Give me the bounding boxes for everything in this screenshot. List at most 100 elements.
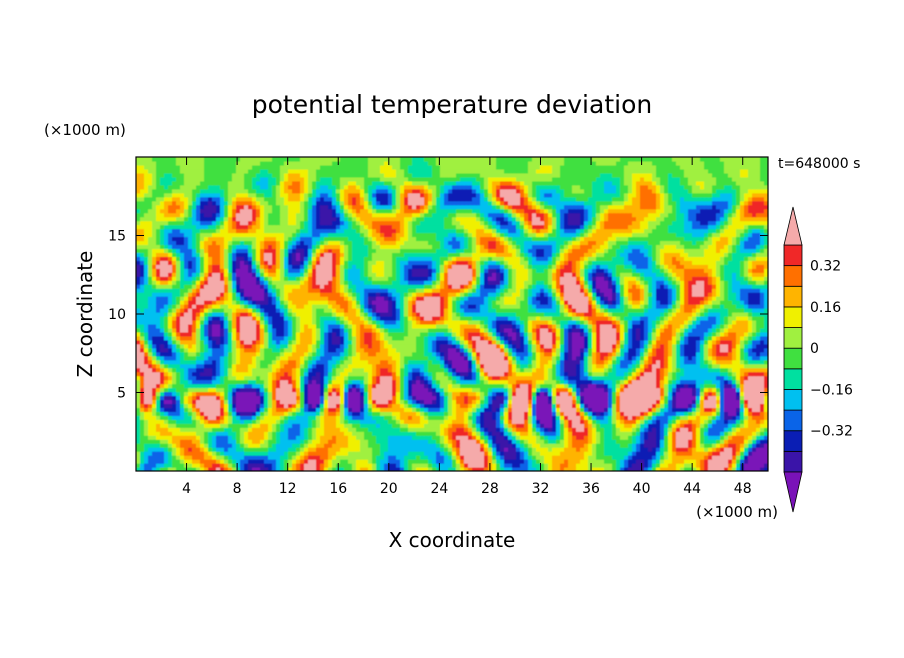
heatmap-cell (552, 411, 557, 416)
heatmap-cell (664, 359, 669, 365)
heatmap-cell (596, 379, 601, 385)
heatmap-cell (688, 411, 693, 416)
heatmap-cell (496, 371, 501, 377)
heatmap-cell (544, 415, 549, 420)
heatmap-cell (256, 347, 261, 353)
heatmap-cell (628, 375, 633, 381)
heatmap-cell (716, 347, 721, 353)
heatmap-cell (320, 387, 325, 393)
heatmap-cell (640, 363, 645, 369)
heatmap-cell (236, 395, 241, 401)
heatmap-cell (716, 447, 721, 452)
heatmap-cell (164, 463, 169, 468)
heatmap-cell (184, 435, 189, 440)
heatmap-cell (636, 419, 641, 424)
heatmap-cell (532, 371, 537, 377)
heatmap-cell (560, 351, 565, 357)
heatmap-cell (736, 435, 741, 440)
heatmap-cell (712, 443, 717, 448)
heatmap-cell (460, 391, 465, 397)
heatmap-cell (540, 355, 545, 361)
heatmap-cell (292, 411, 297, 416)
heatmap-cell (180, 399, 185, 405)
heatmap-cell (700, 407, 705, 412)
heatmap-cell (516, 379, 521, 385)
heatmap-cell (344, 359, 349, 365)
heatmap-cell (300, 371, 305, 377)
heatmap-cell (360, 347, 365, 353)
heatmap-cell (564, 399, 569, 405)
heatmap-cell (248, 447, 253, 452)
heatmap-cell (360, 443, 365, 448)
heatmap-cell (392, 439, 397, 444)
heatmap-cell (696, 467, 701, 471)
heatmap-cell (600, 399, 605, 405)
heatmap-cell (716, 395, 721, 401)
heatmap-cell (468, 387, 473, 393)
heatmap-cell (244, 407, 249, 412)
heatmap-cell (364, 359, 369, 365)
heatmap-cell (188, 359, 193, 365)
heatmap-cell (684, 415, 689, 420)
heatmap-cell (160, 351, 165, 357)
heatmap-cell (676, 423, 681, 428)
heatmap-cell (168, 391, 173, 397)
heatmap-cell (216, 351, 221, 357)
heatmap-cell (444, 431, 449, 436)
heatmap-cell (316, 411, 321, 416)
heatmap-cell (360, 451, 365, 456)
heatmap-cell (536, 447, 541, 452)
heatmap-cell (604, 359, 609, 365)
heatmap-cell (700, 463, 705, 468)
heatmap-cell (268, 351, 273, 357)
heatmap-cell (740, 375, 745, 381)
heatmap-cell (596, 415, 601, 420)
heatmap-cell (476, 399, 481, 405)
heatmap-cell (252, 415, 257, 420)
heatmap-cell (472, 387, 477, 393)
heatmap-cell (544, 351, 549, 357)
heatmap-cell (212, 451, 217, 456)
heatmap-cell (360, 455, 365, 460)
heatmap-cell (396, 351, 401, 357)
heatmap-cell (400, 395, 405, 401)
heatmap-cell (320, 343, 325, 349)
heatmap-cell (656, 439, 661, 444)
heatmap-cell (600, 395, 605, 401)
heatmap-cell (408, 371, 413, 377)
heatmap-cell (456, 407, 461, 412)
heatmap-cell (448, 395, 453, 401)
heatmap-cell (228, 371, 233, 377)
heatmap-cell (372, 371, 377, 377)
heatmap-cell (600, 347, 605, 353)
heatmap-cell (504, 399, 509, 405)
heatmap-cell (244, 395, 249, 401)
heatmap-cell (172, 399, 177, 405)
heatmap-cell (764, 355, 768, 361)
heatmap-cell (144, 411, 149, 416)
heatmap-cell (508, 423, 513, 428)
heatmap-cell (220, 467, 225, 471)
heatmap-cell (136, 387, 141, 393)
heatmap-cell (608, 455, 613, 460)
heatmap-cell (740, 435, 745, 440)
heatmap-cell (720, 451, 725, 456)
heatmap-cell (236, 351, 241, 357)
heatmap-cell (680, 455, 685, 460)
heatmap-cell (220, 463, 225, 468)
heatmap-cell (464, 395, 469, 401)
heatmap-cell (328, 359, 333, 365)
heatmap-cell (604, 355, 609, 361)
heatmap-cell (544, 467, 549, 471)
heatmap-cell (296, 439, 301, 444)
heatmap-cell (316, 423, 321, 428)
heatmap-cell (440, 439, 445, 444)
heatmap-cell (168, 387, 173, 393)
heatmap-cell (268, 391, 273, 397)
heatmap-cell (712, 355, 717, 361)
heatmap-cell (416, 423, 421, 428)
heatmap-cell (308, 343, 313, 349)
heatmap-cell (728, 351, 733, 357)
heatmap-cell (288, 359, 293, 365)
heatmap-cell (632, 443, 637, 448)
